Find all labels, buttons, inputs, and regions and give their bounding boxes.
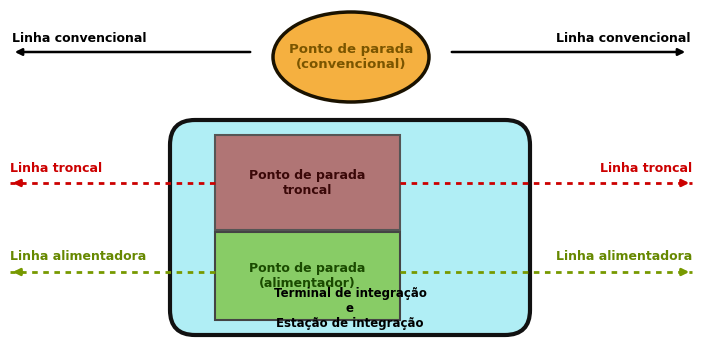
Text: Linha troncal: Linha troncal: [10, 162, 102, 174]
Bar: [215, 135, 400, 230]
Text: Linha convencional: Linha convencional: [12, 31, 147, 44]
Text: Ponto de parada
(convencional): Ponto de parada (convencional): [289, 43, 413, 71]
Text: Terminal de integração
e
Estação de integração: Terminal de integração e Estação de inte…: [274, 287, 426, 329]
Bar: [215, 232, 400, 320]
Text: Linha alimentadora: Linha alimentadora: [556, 251, 692, 263]
Text: Ponto de parada
(alimentador): Ponto de parada (alimentador): [249, 262, 366, 290]
FancyBboxPatch shape: [170, 120, 530, 335]
Text: Linha alimentadora: Linha alimentadora: [10, 251, 146, 263]
Text: Linha convencional: Linha convencional: [555, 31, 690, 44]
Ellipse shape: [273, 12, 429, 102]
Text: Ponto de parada
troncal: Ponto de parada troncal: [249, 168, 366, 197]
Text: Linha troncal: Linha troncal: [600, 162, 692, 174]
